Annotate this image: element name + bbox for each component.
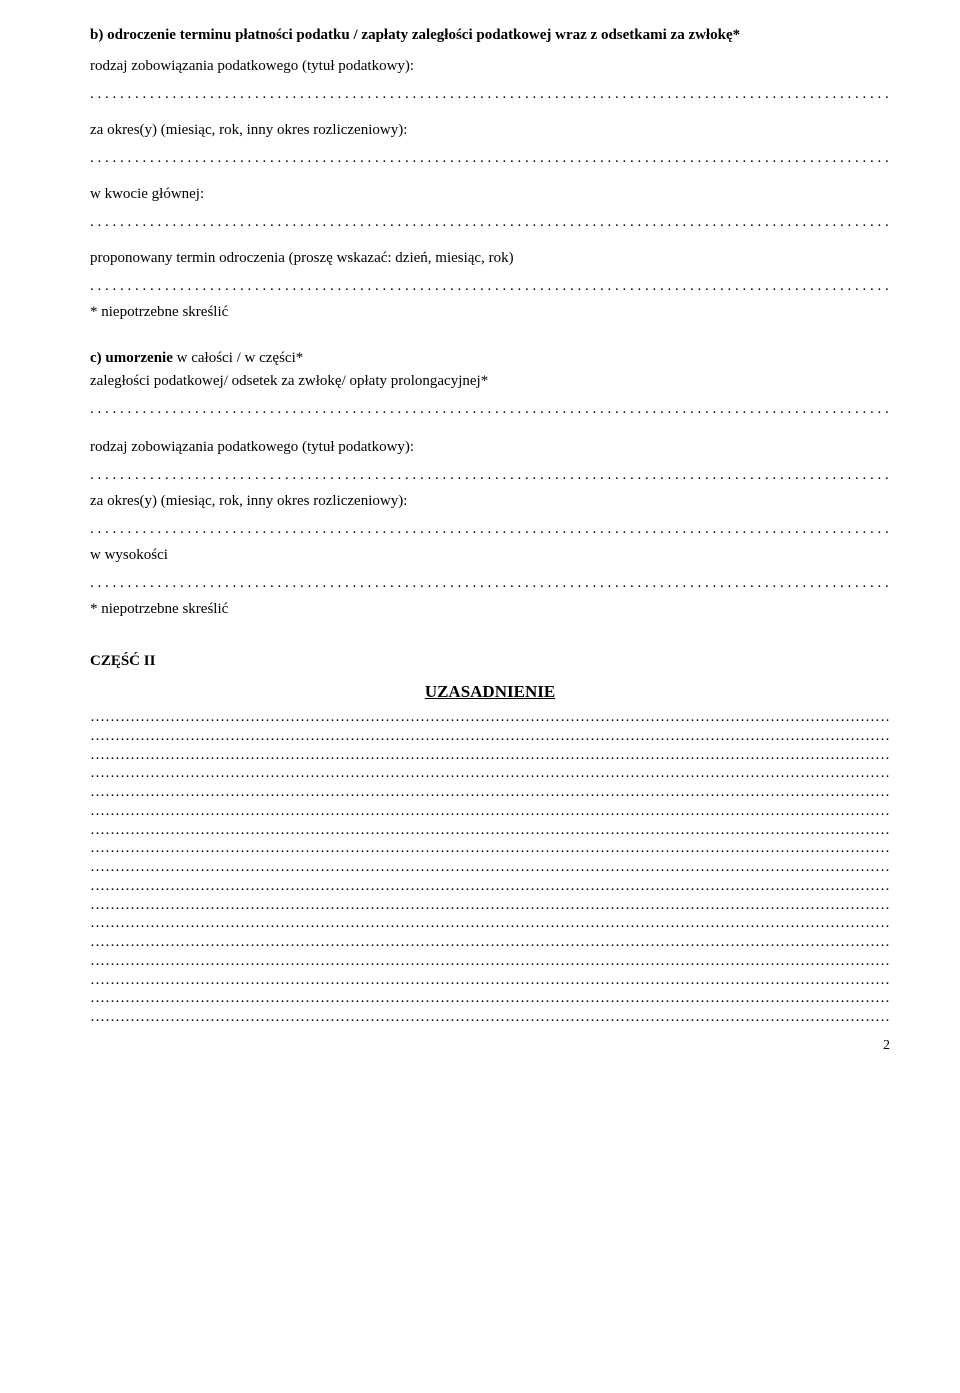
dotted-fill-line (90, 520, 890, 540)
dense-fill-line (90, 708, 890, 727)
uzasadnienie-lines (90, 708, 890, 1027)
dense-fill-line (90, 858, 890, 877)
dotted-fill-line (90, 277, 890, 297)
dense-fill-line (90, 802, 890, 821)
label-kwota-b: w kwocie głównej: (90, 183, 890, 206)
label-wys-c: w wysokości (90, 544, 890, 567)
part-ii: CZĘŚĆ II UZASADNIENIE (90, 650, 890, 1027)
dense-fill-line (90, 1008, 890, 1027)
dotted-fill-line (90, 400, 890, 420)
dotted-fill-line (90, 574, 890, 594)
dense-fill-line (90, 821, 890, 840)
label-termin-b: proponowany termin odroczenia (proszę ws… (90, 247, 890, 270)
label-rodzaj-b: rodzaj zobowiązania podatkowego (tytuł p… (90, 55, 890, 78)
dotted-fill-line (90, 149, 890, 169)
dense-fill-line (90, 933, 890, 952)
dotted-fill-line (90, 213, 890, 233)
dense-fill-line (90, 783, 890, 802)
section-c-heading: c) umorzenie w całości / w części* (90, 347, 890, 370)
section-b-heading-bold: b) odroczenie terminu płatności podatku … (90, 27, 740, 43)
page-number: 2 (90, 1035, 890, 1056)
dense-fill-line (90, 952, 890, 971)
note-c: * niepotrzebne skreślić (90, 598, 890, 621)
dotted-fill-line (90, 466, 890, 486)
dense-fill-line (90, 727, 890, 746)
part-ii-title: CZĘŚĆ II (90, 650, 890, 673)
dense-fill-line (90, 746, 890, 765)
dense-fill-line (90, 764, 890, 783)
note-b: * niepotrzebne skreślić (90, 301, 890, 324)
dense-fill-line (90, 914, 890, 933)
section-c: c) umorzenie w całości / w części* zaleg… (90, 347, 890, 420)
section-c-fields: rodzaj zobowiązania podatkowego (tytuł p… (90, 436, 890, 621)
section-c-line2: zaległości podatkowej/ odsetek za zwłokę… (90, 370, 890, 393)
section-b-heading: b) odroczenie terminu płatności podatku … (90, 24, 890, 47)
uzasadnienie-heading: UZASADNIENIE (90, 679, 890, 705)
dense-fill-line (90, 971, 890, 990)
dense-fill-line (90, 877, 890, 896)
dense-fill-line (90, 896, 890, 915)
label-okres-b: za okres(y) (miesiąc, rok, inny okres ro… (90, 119, 890, 142)
section-c-heading-bold: c) umorzenie (90, 350, 173, 366)
label-rodzaj-c: rodzaj zobowiązania podatkowego (tytuł p… (90, 436, 890, 459)
section-c-heading-rest: w całości / w części* (173, 350, 303, 366)
dense-fill-line (90, 989, 890, 1008)
section-b: b) odroczenie terminu płatności podatku … (90, 24, 890, 323)
label-okres-c: za okres(y) (miesiąc, rok, inny okres ro… (90, 490, 890, 513)
dense-fill-line (90, 839, 890, 858)
dotted-fill-line (90, 85, 890, 105)
